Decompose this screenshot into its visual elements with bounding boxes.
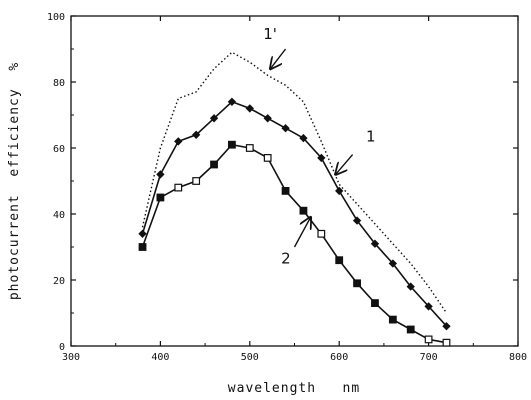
series-layer (138, 51, 451, 347)
series-line (141, 51, 448, 314)
y-axis-title: photocurrent efficiency % (7, 62, 22, 300)
data-point-diamond (317, 153, 326, 163)
data-point-diamond (442, 322, 451, 331)
annotation-arrow (336, 154, 354, 175)
y-tick-label: 80 (53, 78, 65, 89)
y-tick-label: 0 (59, 342, 65, 353)
x-tick-label: 500 (241, 352, 259, 363)
data-point-diamond (174, 137, 183, 146)
data-point-square (245, 144, 254, 152)
data-point-square (335, 256, 344, 265)
x-tick-label: 800 (509, 352, 527, 363)
x-tick-label: 300 (62, 352, 80, 363)
data-point-square (228, 140, 236, 149)
x-axis-title: wavelength nm (228, 381, 360, 396)
data-point-diamond (370, 239, 380, 248)
data-point-square (281, 187, 290, 195)
data-point-square (424, 335, 433, 344)
data-point-diamond (424, 302, 433, 311)
curve-label-2: 2 (281, 217, 311, 268)
data-point-square (317, 229, 326, 238)
series-2 (138, 140, 451, 347)
data-point-diamond (281, 124, 290, 133)
data-point-diamond (335, 186, 344, 196)
x-tick-label: 400 (151, 352, 169, 363)
data-point-diamond (138, 229, 147, 238)
data-point-diamond (156, 170, 165, 179)
data-point-diamond (388, 259, 398, 268)
x-tick-label: 700 (420, 352, 438, 363)
x-tick-label: 600 (330, 352, 348, 363)
data-point-square (299, 206, 308, 215)
data-point-diamond (263, 114, 272, 123)
y-tick-label: 60 (53, 144, 65, 155)
data-point-square (442, 338, 451, 347)
data-point-square (138, 243, 147, 251)
y-tick-label: 40 (53, 210, 65, 221)
annotation-label: 1 (366, 127, 376, 145)
data-point-square (210, 160, 218, 169)
curve-label-1: 1 (336, 127, 376, 174)
data-point-diamond (227, 97, 237, 106)
y-tick-label: 20 (53, 276, 65, 287)
axis-ticks: 300 400 500 600 700 800 0 20 40 60 80 100 (47, 12, 527, 363)
annotation-label: 1' (263, 25, 277, 43)
data-point-square (263, 154, 272, 162)
data-point-diamond (191, 130, 201, 139)
data-point-diamond (299, 133, 308, 143)
data-point-diamond (406, 282, 415, 291)
annotation-arrow (270, 48, 287, 69)
series-1 (138, 97, 451, 331)
curve-label-0: 1' (263, 25, 287, 69)
data-point-diamond (245, 104, 254, 113)
data-point-square (406, 325, 415, 334)
data-point-square (353, 279, 361, 288)
data-point-square (371, 299, 379, 307)
series-line (141, 100, 448, 327)
data-point-square (156, 193, 165, 202)
data-point-square (388, 315, 397, 324)
annotation-layer: 1' 1 2 (263, 25, 375, 267)
plot-frame (70, 15, 519, 347)
annotation-label: 2 (281, 250, 291, 268)
series-line (141, 143, 447, 344)
data-point-diamond (209, 114, 219, 123)
y-tick-label: 100 (47, 12, 65, 23)
data-point-diamond (352, 216, 362, 225)
annotation-arrow (293, 217, 311, 248)
series-0 (141, 51, 448, 314)
data-point-square (192, 177, 201, 185)
data-point-square (174, 183, 183, 192)
